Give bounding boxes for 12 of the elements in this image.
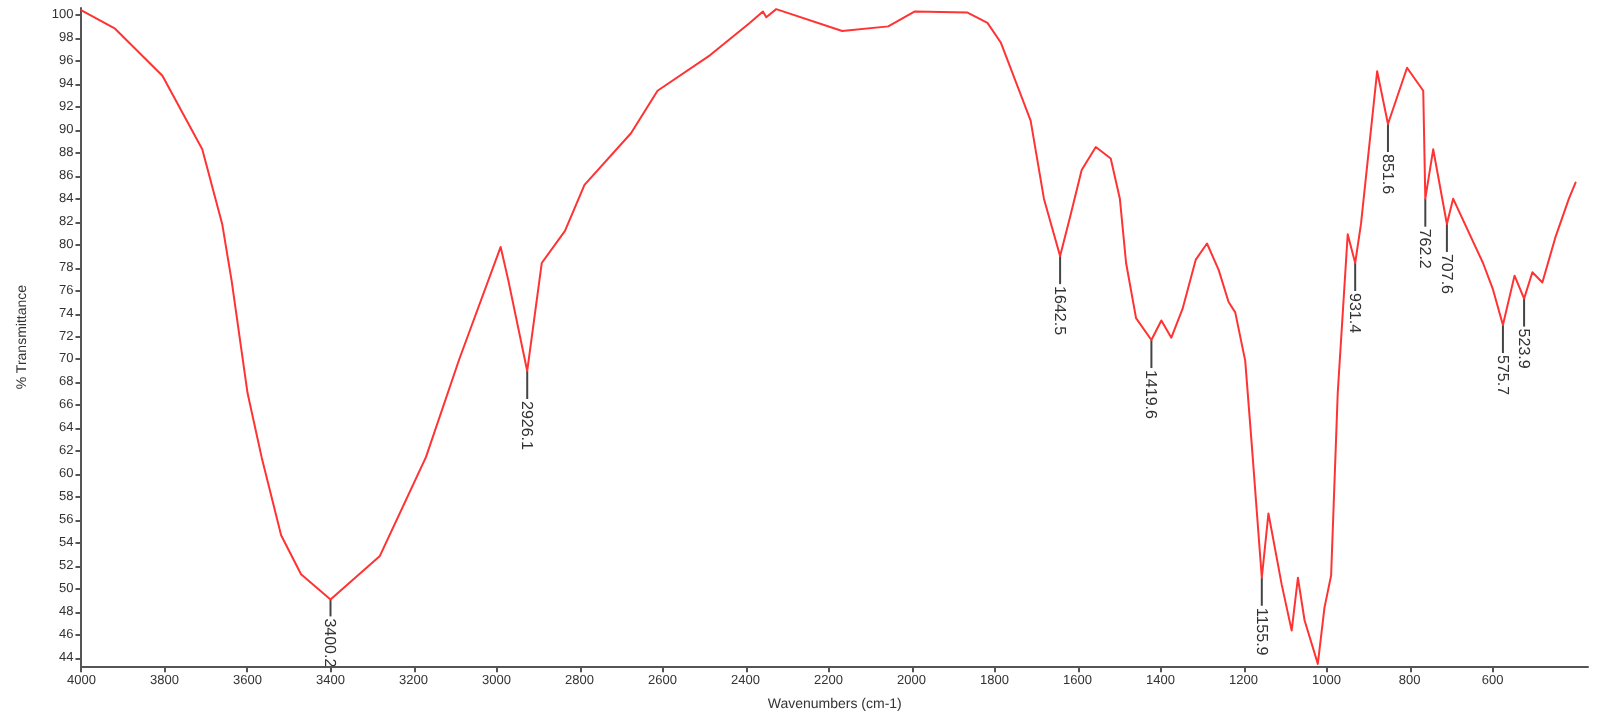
annotation: 1419.6 — [1142, 369, 1161, 421]
annotation: 707.6 — [1437, 253, 1456, 296]
annotation: 575.7 — [1493, 355, 1512, 397]
annotation: 762.2 — [1416, 228, 1435, 270]
annotation: 2926.1 — [518, 400, 537, 452]
annotation: 523.9 — [1515, 328, 1534, 370]
annotation: 1155.9 — [1252, 607, 1271, 657]
line-series — [80, 8, 1577, 665]
annotation: 1642.5 — [1051, 286, 1070, 337]
annotation: 851.6 — [1378, 154, 1397, 196]
annotation: 931.4 — [1346, 293, 1365, 335]
annotation: 3400.2 — [321, 618, 340, 669]
